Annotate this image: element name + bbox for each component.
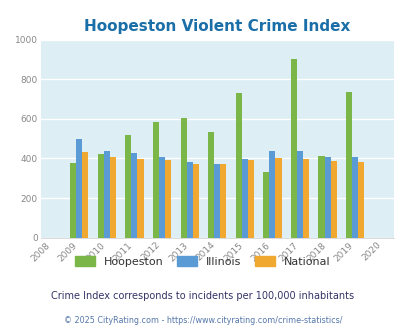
Bar (220, 164, 226, 238)
Bar (351, 157, 357, 238)
Legend: Hoopeston, Illinois, National: Hoopeston, Illinois, National (75, 256, 330, 267)
Bar (263, 172, 269, 238)
Bar (192, 164, 198, 238)
Bar (159, 157, 165, 238)
Bar (153, 122, 159, 238)
Bar (76, 139, 82, 238)
Bar (275, 158, 281, 238)
Bar (247, 160, 253, 238)
Bar (357, 162, 363, 238)
Bar (110, 157, 116, 238)
Bar (125, 135, 131, 238)
Bar (290, 59, 296, 238)
Bar (98, 154, 104, 238)
Bar (214, 164, 220, 238)
Bar (131, 153, 137, 238)
Text: © 2025 CityRating.com - https://www.cityrating.com/crime-statistics/: © 2025 CityRating.com - https://www.city… (64, 316, 341, 325)
Bar (330, 161, 336, 238)
Bar (269, 151, 275, 238)
Bar (318, 156, 324, 238)
Bar (137, 159, 143, 238)
Bar (324, 157, 330, 238)
Bar (296, 151, 302, 238)
Title: Hoopeston Violent Crime Index: Hoopeston Violent Crime Index (84, 19, 350, 34)
Bar (208, 132, 214, 238)
Bar (241, 159, 247, 238)
Bar (186, 162, 192, 238)
Text: Crime Index corresponds to incidents per 100,000 inhabitants: Crime Index corresponds to incidents per… (51, 291, 354, 301)
Bar (104, 151, 110, 238)
Bar (302, 159, 308, 238)
Bar (345, 92, 351, 238)
Bar (180, 118, 186, 238)
Bar (235, 93, 241, 238)
Bar (70, 163, 76, 238)
Bar (82, 152, 88, 238)
Bar (165, 160, 171, 238)
